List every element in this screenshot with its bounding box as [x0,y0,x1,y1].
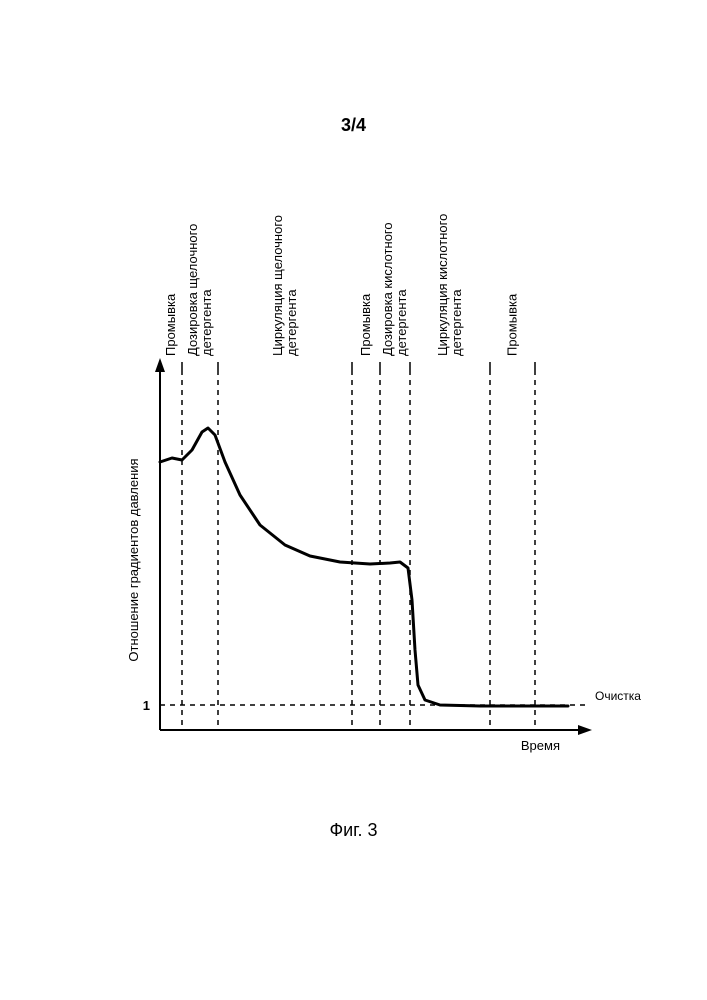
pressure-curve [160,428,568,706]
y-axis-arrow [155,358,165,372]
phase-label-line2: детергента [394,289,409,356]
chart-svg: 1Отношение градиентов давленияВремяОчист… [130,200,590,760]
phase-label-line1: Циркуляция кислотного [435,214,450,356]
x-axis-arrow [578,725,592,735]
phase-label-line2: детергента [449,289,464,356]
phase-label: Промывка [505,293,520,356]
phase-label: Промывка [358,293,373,356]
page-number: 3/4 [341,115,366,136]
chart-container: 1Отношение градиентов давленияВремяОчист… [130,200,590,730]
y-tick-1: 1 [143,698,150,713]
x-axis-label: Время [521,738,560,753]
phase-label-line2: детергента [284,289,299,356]
y-axis-label: Отношение градиентов давления [126,458,141,661]
phase-label: Промывка [163,293,178,356]
phase-label-line1: Циркуляция щелочного [270,215,285,356]
figure-caption: Фиг. 3 [329,820,377,841]
phase-label-line2: детергента [199,289,214,356]
phase-label-line1: Дозировка щелочного [185,224,200,356]
phase-label-line1: Дозировка кислотного [380,222,395,356]
cleanup-label: Очистка [595,689,641,703]
